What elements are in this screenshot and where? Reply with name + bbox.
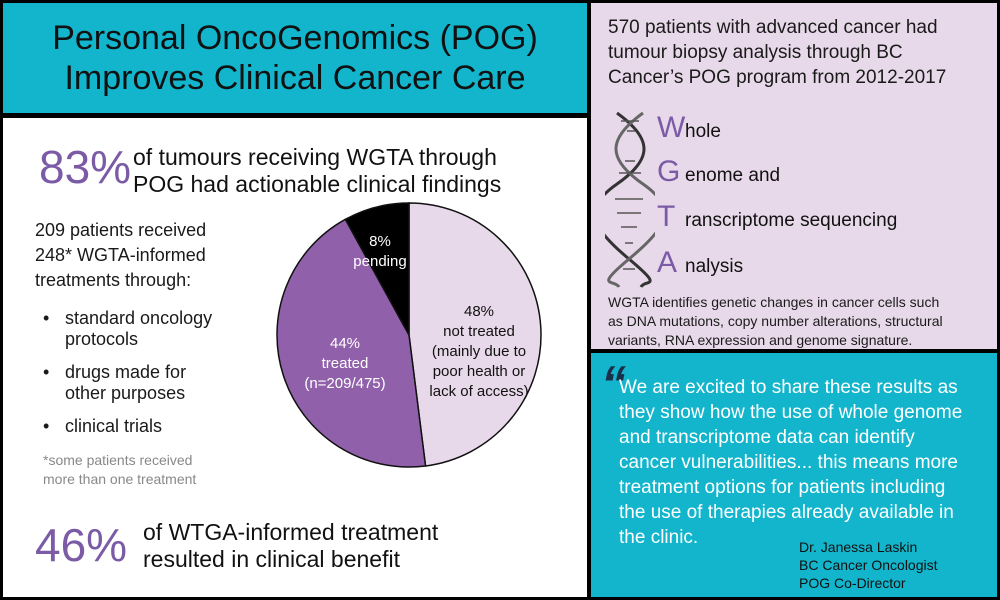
list-item-line: drugs made for	[65, 362, 187, 382]
pie-label-line: not treated	[443, 323, 515, 340]
treatment-types-list: • standard oncology protocols • drugs ma…	[41, 308, 245, 449]
pie-label-2: 8% pending	[353, 233, 406, 270]
list-item-line: standard oncology	[65, 308, 213, 328]
treatments-lead-line-1: 209 patients received	[35, 220, 207, 240]
pie-label-line: (mainly due to	[432, 343, 526, 360]
pie-slice-0	[408, 202, 542, 467]
treatment-status-pie-chart: 48% not treated (mainly due to poor health …	[276, 202, 542, 468]
acronym-row-w: W hole	[657, 111, 721, 145]
quote-line: and transcriptome data can identify	[619, 427, 915, 448]
pie-label-0: 48% not treated (mainly due to poor health …	[429, 303, 528, 400]
quote-line: treatment options for patients including	[619, 477, 946, 498]
pie-label-line: pending	[353, 253, 406, 270]
acronym-word: nalysis	[685, 256, 744, 277]
dna-helix-icon	[605, 111, 655, 288]
list-item-line: clinical trials	[65, 416, 163, 436]
treatments-lead-line-3: treatments through:	[35, 270, 192, 290]
actionable-stat-line-1: of tumours receiving WGTA through	[133, 144, 497, 170]
pie-slice-2	[344, 202, 410, 336]
page-title-line-1: Personal OncoGenomics (POG)	[52, 19, 538, 57]
pie-label-line: lack of access)	[429, 383, 528, 400]
pie-label-line: 8%	[369, 233, 391, 250]
credit-name: Dr. Janessa Laskin	[799, 539, 918, 555]
quote-panel: “ We are excited to share these results …	[591, 353, 997, 597]
credit-title: POG Co-Director	[799, 575, 906, 591]
footnote: *some patients received more than one tr…	[43, 451, 196, 489]
acronym-row-t: T ranscriptome sequencing	[657, 200, 897, 234]
actionable-stat-text: of tumours receiving WGTA through POG ha…	[133, 144, 501, 198]
pie-label-line: 44%	[330, 335, 360, 352]
quote-line: the clinic.	[619, 527, 699, 548]
bullet-icon: •	[43, 362, 50, 382]
list-item: • drugs made for other purposes	[41, 362, 245, 404]
pie-label-line: poor health or	[433, 363, 526, 380]
pie-label-line: 48%	[464, 303, 494, 320]
wgta-description-line-2: as DNA mutations, copy number alteration…	[608, 313, 943, 329]
findings-panel: 83% of tumours receiving WGTA through PO…	[3, 118, 587, 597]
program-intro-line-3: Cancer’s POG program from 2012-2017	[608, 67, 947, 88]
pie-label-line: (n=209/475)	[304, 375, 385, 392]
wgta-panel: 570 patients with advanced cancer had tu…	[591, 3, 997, 349]
quote-mark-icon: “	[601, 356, 626, 412]
benefit-stat-line-2: resulted in clinical benefit	[143, 546, 400, 572]
acronym-letter: G	[657, 155, 681, 188]
list-item: • clinical trials	[41, 416, 245, 437]
page-title-line-2: Improves Clinical Cancer Care	[64, 59, 526, 97]
quote-credit: Dr. Janessa Laskin BC Cancer Oncologist …	[799, 538, 938, 592]
pie-label-line: treated	[322, 355, 369, 372]
pie-slice-1	[276, 218, 427, 468]
acronym-letter: A	[657, 246, 678, 279]
program-intro-line-1: 570 patients with advanced cancer had	[608, 17, 938, 38]
quote-line: the use of therapies already available i…	[619, 502, 954, 523]
footnote-line-2: more than one treatment	[43, 471, 197, 487]
acronym-word: enome and	[685, 165, 781, 186]
credit-role: BC Cancer Oncologist	[799, 557, 938, 573]
acronym-word: hole	[685, 121, 721, 142]
benefit-stat-value: 46%	[35, 519, 128, 571]
acronym-row-g: G enome and	[657, 155, 780, 189]
acronym-row-a: A nalysis	[657, 246, 743, 280]
benefit-stat-line-1: of WTGA-informed treatment	[143, 519, 439, 545]
quote-text: We are excited to share these results as…	[619, 375, 984, 550]
actionable-stat-line-2: POG had actionable clinical findings	[133, 171, 502, 197]
quote-line: they show how the use of whole genome	[619, 402, 963, 423]
bullet-icon: •	[43, 416, 50, 436]
list-item: • standard oncology protocols	[41, 308, 245, 350]
acronym-word: ranscriptome sequencing	[685, 210, 898, 231]
acronym-letter: W	[657, 111, 686, 144]
wgta-description-line-1: WGTA identifies genetic changes in cance…	[608, 294, 940, 310]
program-intro: 570 patients with advanced cancer had tu…	[608, 15, 988, 90]
wgta-description-line-3: variants, RNA expression and genome sign…	[608, 332, 913, 348]
list-item-line: other purposes	[65, 383, 186, 403]
title-panel: Personal OncoGenomics (POG) Improves Cli…	[3, 3, 587, 113]
actionable-stat-value: 83%	[39, 141, 132, 193]
wgta-description: WGTA identifies genetic changes in cance…	[608, 293, 993, 350]
acronym-letter: T	[657, 200, 676, 233]
bullet-icon: •	[43, 308, 50, 328]
treatments-lead: 209 patients received 248* WGTA-informed…	[35, 218, 206, 293]
pie-label-1: 44% treated (n=209/475)	[304, 335, 385, 392]
list-item-line: protocols	[65, 329, 139, 349]
footnote-line-1: *some patients received	[43, 452, 193, 468]
treatments-lead-line-2: 248* WGTA-informed	[35, 245, 206, 265]
quote-line: cancer vulnerabilities... this means mor…	[619, 452, 958, 473]
benefit-stat-text: of WTGA-informed treatment resulted in c…	[143, 519, 438, 573]
quote-line: We are excited to share these results as	[619, 377, 958, 398]
program-intro-line-2: tumour biopsy analysis through BC	[608, 42, 903, 63]
